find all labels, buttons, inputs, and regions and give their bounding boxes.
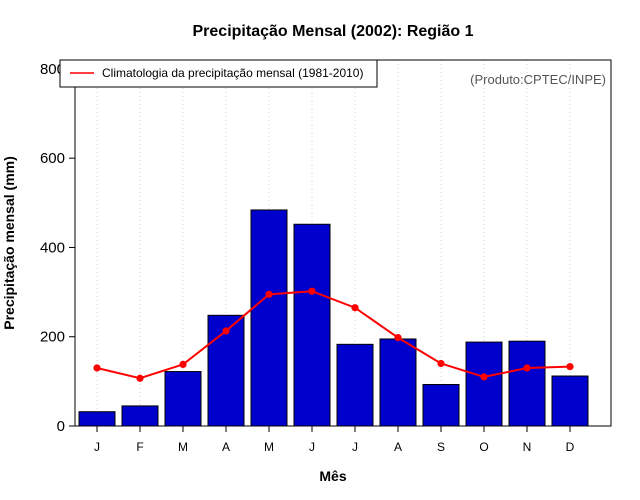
legend: Climatologia da precipitação mensal (198… bbox=[59, 59, 378, 88]
climatology-point bbox=[265, 290, 273, 298]
x-axis-label: Mês bbox=[319, 468, 346, 484]
y-axis-label: Precipitação mensal (mm) bbox=[1, 156, 17, 330]
climatology-line-series bbox=[93, 287, 574, 382]
x-tick-label: D bbox=[566, 440, 575, 454]
climatology-point bbox=[480, 373, 488, 381]
bar bbox=[551, 375, 589, 427]
bar bbox=[121, 405, 159, 427]
bar bbox=[379, 338, 417, 427]
x-tick-label: S bbox=[437, 440, 445, 454]
bar bbox=[293, 223, 331, 427]
x-tick-label: J bbox=[352, 440, 358, 454]
y-tick-label: 0 bbox=[57, 418, 65, 435]
source-note: (Produto:CPTEC/INPE) bbox=[470, 72, 606, 87]
climatology-point bbox=[523, 364, 531, 372]
climatology-point bbox=[136, 374, 144, 382]
climatology-point bbox=[437, 359, 445, 368]
y-tick-label: 800 bbox=[40, 61, 65, 78]
climatology-point bbox=[308, 287, 316, 295]
y-axis: 0 200 400 600 800 bbox=[40, 61, 75, 435]
x-tick-label: J bbox=[309, 440, 315, 454]
bar bbox=[422, 383, 460, 427]
climatology-point bbox=[566, 363, 574, 371]
climatology-line bbox=[96, 290, 571, 380]
y-tick-label: 600 bbox=[40, 150, 65, 167]
x-tick-label: O bbox=[479, 440, 488, 454]
x-tick-label: A bbox=[394, 440, 402, 454]
climatology-point bbox=[351, 304, 359, 312]
x-tick-label: A bbox=[222, 440, 230, 454]
bar bbox=[465, 341, 503, 427]
x-tick-label: M bbox=[264, 440, 274, 454]
chart-title: Precipitação Mensal (2002): Região 1 bbox=[193, 23, 474, 40]
y-tick-label: 400 bbox=[40, 239, 65, 256]
bar bbox=[508, 340, 546, 427]
bar bbox=[336, 343, 374, 427]
y-tick-label: 200 bbox=[40, 329, 65, 346]
bar-series bbox=[78, 209, 589, 427]
climatology-point bbox=[222, 327, 230, 335]
climatology-point bbox=[93, 364, 101, 372]
x-tick-label: M bbox=[178, 440, 188, 454]
x-tick-label: J bbox=[94, 440, 100, 454]
climatology-point bbox=[394, 334, 402, 342]
bar bbox=[164, 371, 202, 427]
climatology-point bbox=[179, 360, 187, 369]
legend-box bbox=[59, 59, 378, 88]
x-tick-label: F bbox=[136, 440, 143, 454]
bar bbox=[250, 209, 288, 427]
bar bbox=[78, 411, 116, 427]
x-tick-label: N bbox=[523, 440, 532, 454]
legend-label: Climatologia da precipitação mensal (198… bbox=[102, 66, 363, 80]
